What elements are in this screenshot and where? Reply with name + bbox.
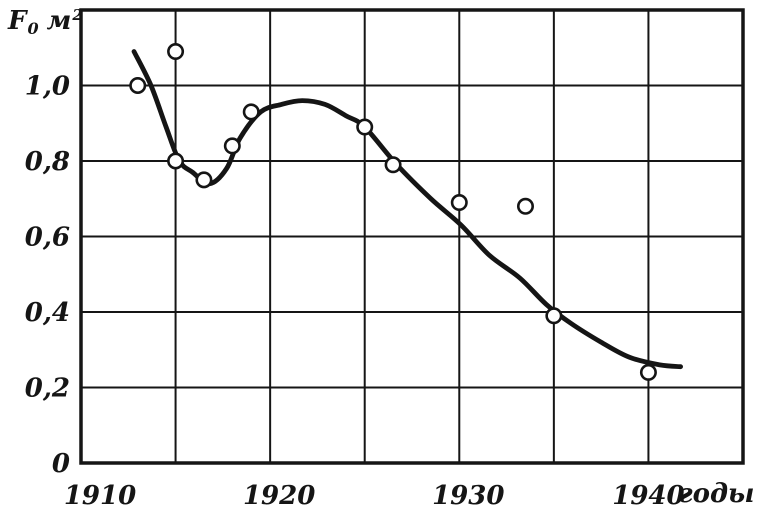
y-tick-label-0.8: 0,8 bbox=[25, 147, 70, 177]
data-point-9 bbox=[516, 197, 534, 215]
data-point-1 bbox=[167, 43, 185, 61]
data-point-11 bbox=[639, 363, 657, 381]
x-tick-label-1910: 1910 bbox=[64, 481, 136, 511]
y-tick-label-0.4: 0,4 bbox=[25, 298, 70, 328]
unit-symbol: м bbox=[46, 6, 73, 36]
data-point-8 bbox=[450, 194, 468, 212]
quantity-symbol: F bbox=[8, 6, 28, 36]
x-tick-label-1930: 1930 bbox=[432, 481, 504, 511]
data-point-3 bbox=[195, 171, 213, 189]
data-point-5 bbox=[242, 103, 260, 121]
axis-border bbox=[79, 8, 745, 465]
y-tick-label-1: 1,0 bbox=[25, 72, 70, 102]
data-point-2 bbox=[167, 152, 185, 170]
quantity-subscript: 0 bbox=[27, 19, 40, 38]
data-point-0 bbox=[129, 77, 147, 95]
data-point-7 bbox=[384, 156, 402, 174]
y-tick-label-0.2: 0,2 bbox=[25, 374, 70, 404]
y-axis-title: F0 м2 bbox=[8, 6, 84, 38]
y-tick-label-0: 0 bbox=[52, 449, 70, 479]
x-tick-label-1920: 1920 bbox=[243, 481, 315, 511]
unit-superscript: 2 bbox=[72, 6, 84, 24]
trend-curve bbox=[131, 49, 683, 370]
data-point-10 bbox=[545, 307, 563, 325]
x-tick-label-1940: 1940 bbox=[612, 481, 684, 511]
data-point-6 bbox=[356, 118, 374, 136]
y-tick-label-0.6: 0,6 bbox=[25, 223, 70, 253]
x-axis-unit-label: годы bbox=[678, 479, 755, 509]
data-point-4 bbox=[223, 137, 241, 155]
